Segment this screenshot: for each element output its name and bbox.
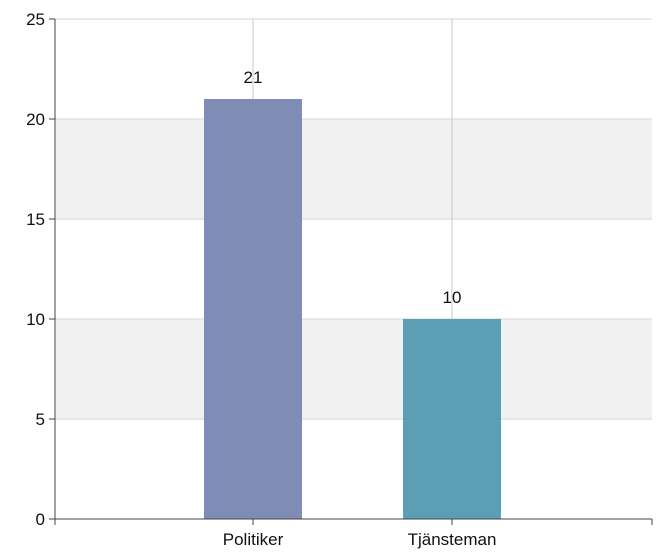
y-tick-label: 15 [26,210,45,229]
background-bands [56,119,652,419]
grid-band [56,119,652,219]
y-tick-label: 10 [26,310,45,329]
y-tick-label: 0 [36,510,45,529]
y-tick-label: 20 [26,110,45,129]
bars [204,99,501,519]
bar-politiker [204,99,302,519]
labels: 0 5 10 15 20 25 Politiker Tjänsteman 21 10 [26,10,496,549]
grid-band [56,319,652,419]
bar-tjänsteman [403,319,501,519]
axes [49,18,653,525]
x-category-label: Politiker [223,530,284,549]
x-category-label: Tjänsteman [408,530,497,549]
gridlines [55,18,652,519]
y-tick-label: 25 [26,10,45,29]
bar-value-label: 21 [244,68,263,87]
y-tick-label: 5 [36,410,45,429]
bar-value-label: 10 [443,288,462,307]
